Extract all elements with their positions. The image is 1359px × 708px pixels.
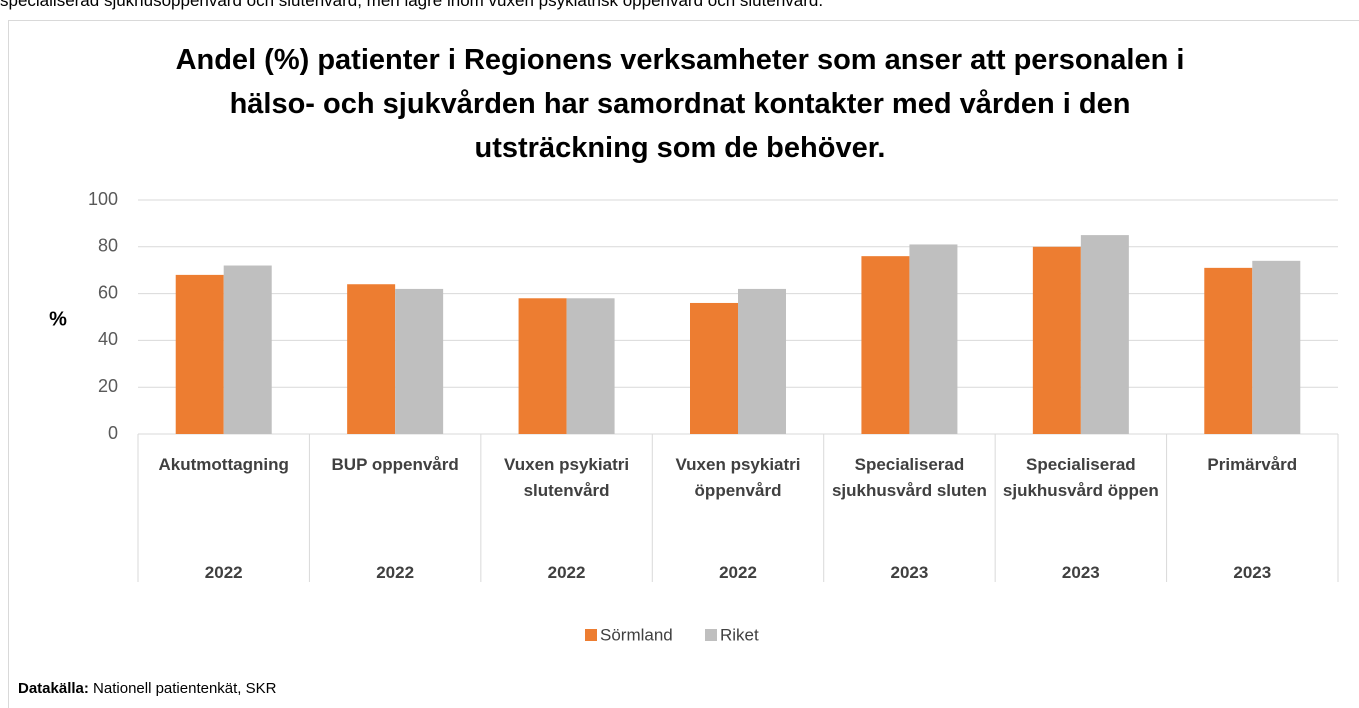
bar [395,288,444,434]
chart-frame [8,20,1359,708]
bar [175,274,224,434]
cut-text: specialiserad sjukhusöppenvård och slute… [0,0,824,10]
bar [566,298,615,434]
source-text: Nationell patientenkät, SKR [93,680,277,697]
bar [861,256,910,434]
year-label: 2022 [719,563,757,582]
bar [738,288,786,434]
legend-swatch [705,629,717,641]
chart-title: Andel (%) patienter i Regionens verksamh… [175,44,1185,164]
x-tick-label: Specialiserad sjukhusvård sluten [831,455,987,500]
source: Datakälla: Nationell patientenkät, SKR [18,680,277,697]
bar [1204,267,1253,434]
year-label: 2022 [204,563,243,582]
x-tick-label: BUP oppenvård [331,455,459,474]
legend-label: Riket [720,625,759,644]
y-tick-label: 80 [98,236,118,256]
source-label: Datakälla: [18,680,89,697]
bar [1032,246,1081,434]
bar [347,284,396,434]
year-label: 2023 [1233,563,1272,582]
bar [518,298,567,434]
bar [690,302,738,434]
x-tick-label: Akutmottagning [158,455,289,474]
y-tick-label: 100 [88,189,118,209]
x-tick-label: Specialiserad sjukhusvård öppen [1002,455,1159,500]
year-label: 2023 [1061,563,1100,582]
y-tick-label: 40 [98,329,118,349]
bar [1252,260,1301,434]
y-tick-label: 60 [98,282,118,302]
year-label: 2022 [376,563,415,582]
bar [223,265,272,434]
y-tick-label: 0 [108,423,118,443]
x-tick-label: Vuxen psykiatri öppenvård [675,455,801,500]
x-tick-label: Vuxen psykiatri slutenvård [504,455,630,500]
legend-label: Sörmland [600,625,673,644]
year-label: 2023 [890,563,929,582]
y-axis-label: % [49,308,67,330]
bar [909,244,958,434]
year-label: 2022 [547,563,586,582]
y-tick-label: 20 [98,376,118,396]
legend-swatch [585,629,597,641]
bar [1080,235,1129,434]
x-tick-label: Primärvård [1207,455,1298,474]
